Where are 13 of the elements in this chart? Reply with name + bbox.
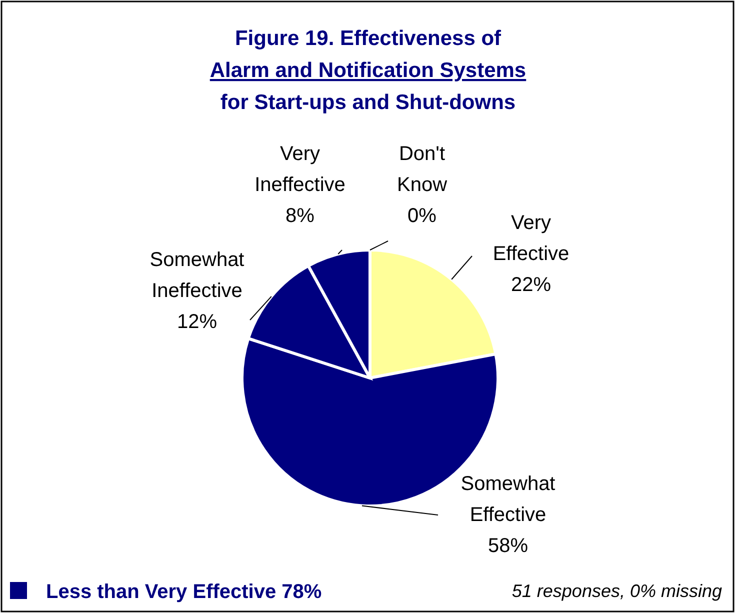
slice-label: Very Effective [492, 212, 570, 265]
data-label: 58% [488, 535, 528, 557]
chart-title: Figure 19. Effectiveness of Alarm and Notification Systems for Start-ups and Shut-downs [210, 27, 526, 114]
slice-label: Very Ineffective [254, 143, 346, 196]
text: 51 responses, 0% missing [512, 581, 722, 601]
text: Less than Very Effective 78% [46, 581, 322, 603]
slice-label: Somewhat Effective [460, 473, 556, 526]
slice-label: Somewhat Ineffective [150, 249, 245, 302]
category-label: Don't Know [396, 143, 448, 196]
data-label: 12% [176, 311, 218, 333]
data-label: 22% [510, 274, 552, 296]
data-label: 8% [286, 205, 315, 227]
text: 0% [408, 205, 436, 227]
